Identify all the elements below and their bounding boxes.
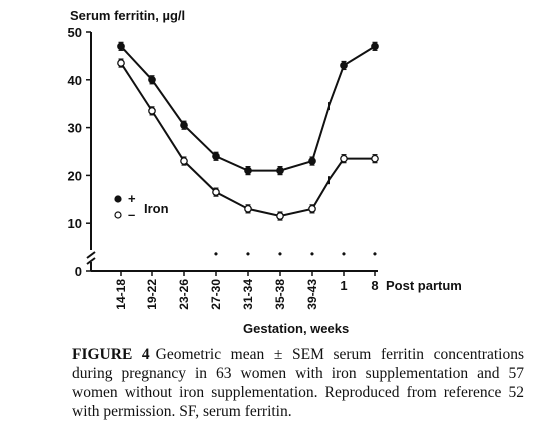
figure-caption: FIGURE 4 Geometric mean ± SEM serum ferri… xyxy=(72,345,524,421)
axis-break-mark xyxy=(86,257,96,265)
significance-marker: • xyxy=(214,247,218,261)
legend-label: Iron xyxy=(144,201,169,216)
x-tick-label: 14-18 xyxy=(114,279,128,310)
y-tick-label: 0 xyxy=(75,264,82,279)
filled-data-point xyxy=(340,61,348,70)
y-tick-label: 40 xyxy=(68,73,82,88)
filled-data-point xyxy=(212,152,220,161)
y-tick-label: 30 xyxy=(68,121,82,136)
axes: 0 10 20 30 40 50 14-18 19-22 23-26 27-30 31-34 35-3… xyxy=(68,25,462,310)
y-tick-label: 20 xyxy=(68,168,82,183)
legend-marker-filled xyxy=(114,195,122,203)
series-line-iron_minus xyxy=(120,62,375,218)
open-data-point xyxy=(148,107,156,115)
legend: +– Iron xyxy=(114,191,169,222)
x-tick-label: 23-26 xyxy=(177,279,191,310)
x-tick-label: 35-38 xyxy=(273,279,287,310)
significance-marker: • xyxy=(278,247,282,261)
x-tick-label: 39-43 xyxy=(305,279,319,310)
legend-minus-symbol: – xyxy=(128,207,135,222)
series-points xyxy=(117,41,379,221)
open-data-point xyxy=(212,188,220,196)
filled-data-point xyxy=(276,166,284,175)
x-tick-label: 19-22 xyxy=(145,279,159,310)
legend-plus-symbol: + xyxy=(128,191,136,206)
filled-data-point xyxy=(244,166,252,175)
y-tick-label: 50 xyxy=(68,25,82,40)
open-data-point xyxy=(340,154,348,163)
x-tick-label: 1 xyxy=(340,278,347,293)
open-data-point xyxy=(276,212,284,220)
significance-marker: • xyxy=(373,247,377,261)
open-data-point xyxy=(308,205,316,213)
filled-data-point xyxy=(371,42,379,51)
open-data-point xyxy=(117,59,125,67)
x-axis-label: Gestation, weeks xyxy=(243,321,349,336)
series-line-iron_plus xyxy=(120,45,376,172)
filled-data-point xyxy=(148,75,156,84)
significance-marker: • xyxy=(246,247,250,261)
x-tick-label: 8 xyxy=(371,278,378,293)
caption-text: Geometric mean ± SEM serum ferritin conc… xyxy=(72,346,524,420)
significance-marker: • xyxy=(342,247,346,261)
filled-data-point xyxy=(308,157,316,165)
post-partum-label: Post partum xyxy=(386,278,462,293)
figure-label: FIGURE 4 xyxy=(72,346,150,363)
filled-data-point xyxy=(180,121,188,130)
significance-marker: • xyxy=(310,247,314,261)
filled-data-point xyxy=(117,42,125,51)
open-data-point xyxy=(244,205,252,213)
open-data-point xyxy=(180,157,188,165)
axis-break-mark xyxy=(86,251,96,259)
open-data-point xyxy=(371,154,379,163)
y-tick-label: 10 xyxy=(68,216,82,231)
legend-marker-open xyxy=(114,211,122,219)
x-tick-label: 31-34 xyxy=(241,279,255,310)
series-lines xyxy=(120,45,376,218)
y-axis-label: Serum ferritin, µg/l xyxy=(70,8,185,23)
x-tick-label: 27-30 xyxy=(209,279,223,310)
